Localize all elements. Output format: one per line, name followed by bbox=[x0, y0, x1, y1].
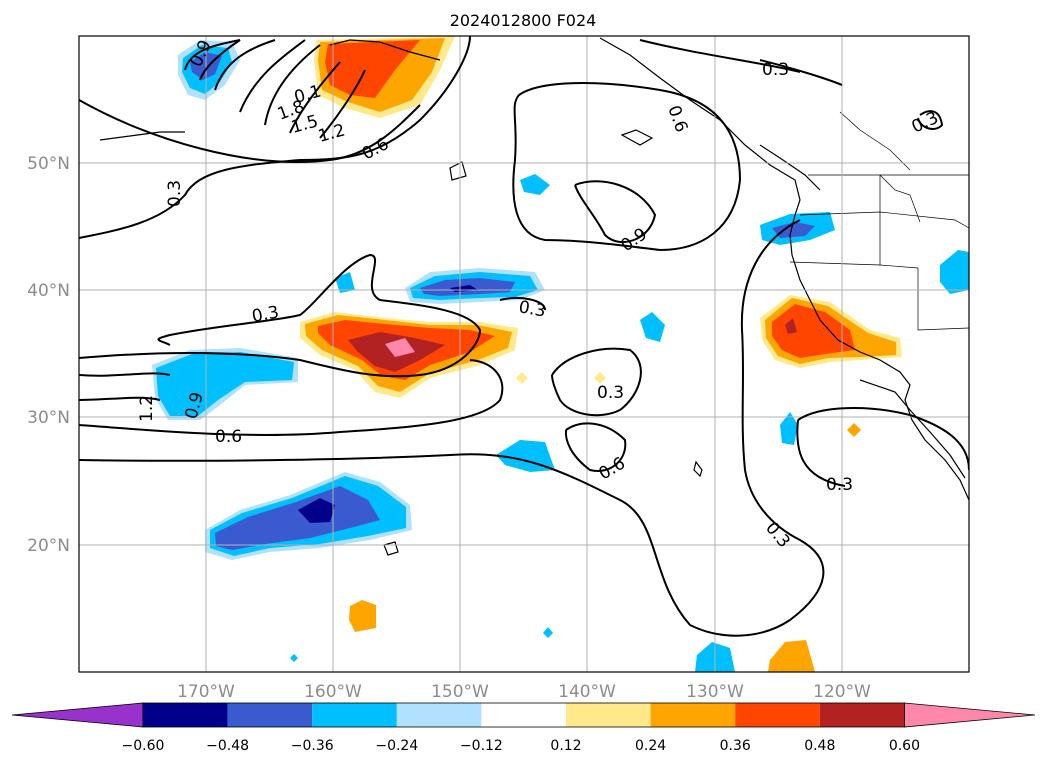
colorbar-tick-label: −0.60 bbox=[122, 738, 165, 754]
negative-anomaly-region bbox=[640, 312, 665, 342]
colorbar-tick-label: −0.48 bbox=[206, 738, 249, 754]
colorbar-tick-label: −0.12 bbox=[460, 738, 503, 754]
contour-lines bbox=[79, 36, 969, 637]
lat-label: 50°N bbox=[27, 154, 70, 174]
colorbar-segment bbox=[566, 703, 651, 727]
colorbar-segment bbox=[735, 703, 820, 727]
longitude-labels: 170°W 160°W 150°W 140°W 130°W 120°W bbox=[177, 682, 871, 702]
negative-anomaly-region bbox=[156, 352, 294, 416]
colorbar-low-extend bbox=[11, 702, 144, 728]
map-plot: 0.9 1.8 1.5 1.2 0.6 0.3 0.3 0.6 0.9 0.3 … bbox=[27, 35, 970, 702]
contour-label: 0.3 bbox=[597, 383, 624, 403]
colorbar-tick-label: 0.48 bbox=[804, 738, 835, 754]
negative-anomaly-region bbox=[290, 654, 298, 662]
lat-label: 30°N bbox=[27, 408, 70, 428]
contour-label: 0.3 bbox=[826, 475, 853, 495]
contour-label: 0.6 bbox=[215, 427, 242, 447]
positive-anomaly-region bbox=[594, 372, 606, 384]
lon-label: 160°W bbox=[304, 682, 362, 702]
negative-anomaly-region bbox=[780, 412, 798, 445]
colorbar-segment bbox=[819, 703, 905, 727]
lon-label: 170°W bbox=[177, 682, 235, 702]
positive-anomaly-region bbox=[349, 600, 376, 632]
colorbar-tick-label: 0.36 bbox=[720, 738, 751, 754]
contour-label: 0.3 bbox=[517, 297, 547, 321]
negative-anomaly-region bbox=[335, 272, 355, 293]
contour-label: 1.2 bbox=[137, 395, 157, 422]
colorbar-tick-label: 0.60 bbox=[889, 738, 920, 754]
lon-label: 130°W bbox=[686, 682, 744, 702]
contour-label: 0.3 bbox=[762, 60, 789, 80]
colorbar-segment bbox=[312, 703, 397, 727]
positive-anomaly-region bbox=[516, 372, 528, 384]
colorbar-segment bbox=[227, 703, 313, 727]
colorbar-segment bbox=[143, 703, 228, 727]
positive-anomaly-region bbox=[385, 338, 415, 357]
contour-label: 0.3 bbox=[250, 303, 280, 327]
positive-anomaly-region bbox=[785, 318, 797, 334]
positive-anomaly-region bbox=[768, 640, 815, 672]
positive-anomaly-region bbox=[772, 304, 855, 358]
contour-label: 0.3 bbox=[165, 180, 185, 207]
negative-anomaly-region bbox=[772, 222, 815, 238]
colorbar-tick-label: −0.24 bbox=[375, 738, 418, 754]
negative-anomaly-region bbox=[520, 174, 550, 195]
colorbar-segment bbox=[481, 703, 566, 727]
negative-anomaly-region bbox=[298, 498, 335, 523]
colorbar-high-extend bbox=[904, 702, 1036, 728]
positive-anomaly-region bbox=[325, 40, 420, 98]
latitude-labels: 50°N 40°N 30°N 20°N bbox=[27, 154, 70, 556]
negative-anomaly-region bbox=[543, 627, 553, 638]
lon-label: 140°W bbox=[558, 682, 616, 702]
political-borders bbox=[789, 111, 969, 331]
lat-label: 40°N bbox=[27, 281, 70, 301]
lon-label: 150°W bbox=[431, 682, 489, 702]
colorbar-tick-label: −0.36 bbox=[291, 738, 334, 754]
colorbar-frame bbox=[142, 702, 905, 728]
colorbar-tick-label: 0.12 bbox=[550, 738, 581, 754]
lat-label: 20°N bbox=[27, 536, 70, 556]
negative-anomaly-region bbox=[940, 250, 969, 294]
lon-label: 120°W bbox=[813, 682, 871, 702]
colorbar-tick-label: 0.24 bbox=[635, 738, 666, 754]
figure-title: 2024012800 F024 bbox=[450, 11, 597, 30]
map-frame bbox=[78, 35, 970, 673]
colorbar: −0.60 −0.48 −0.36 −0.24 −0.12 0.12 0.24 … bbox=[11, 702, 1036, 754]
negative-anomaly-region bbox=[215, 486, 380, 550]
shaded-anomalies bbox=[152, 36, 969, 672]
colorbar-segment bbox=[396, 703, 482, 727]
positive-anomaly-region bbox=[847, 423, 861, 437]
colorbar-segment bbox=[650, 703, 736, 727]
